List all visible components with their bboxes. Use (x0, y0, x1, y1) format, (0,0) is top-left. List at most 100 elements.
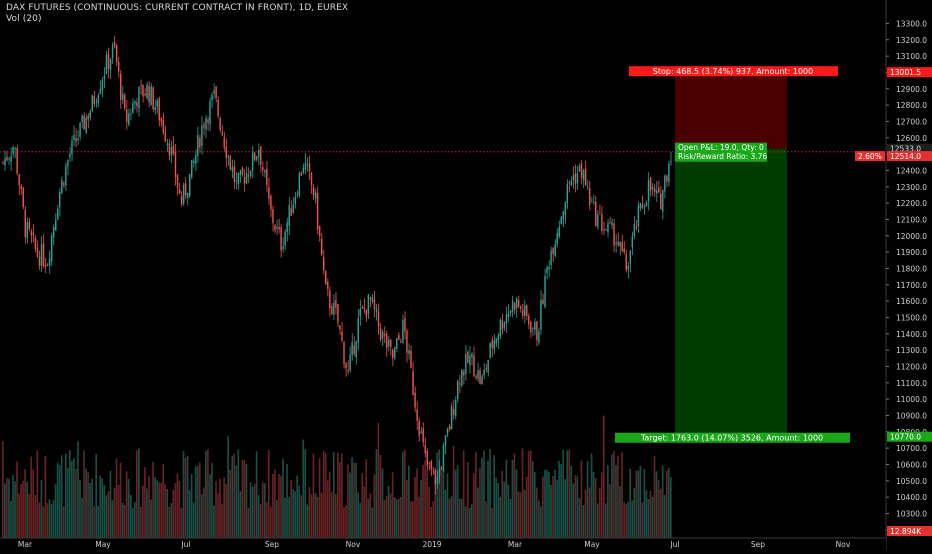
candle-body (229, 155, 232, 170)
candle-body (645, 202, 648, 207)
volume-bar (142, 485, 144, 538)
price-tick-label: 10700.0 (896, 444, 927, 453)
candle-body (526, 305, 528, 317)
candle-body (180, 196, 183, 205)
volume-bar (507, 484, 510, 538)
volume-bar (109, 470, 112, 538)
volume-bar (558, 460, 560, 538)
volume-bar (14, 481, 16, 538)
candle-body (436, 476, 439, 484)
price-axis[interactable] (886, 0, 932, 550)
stop-label[interactable]: Stop: 468.5 (3.74%) 937, Amount: 1000 (629, 66, 838, 77)
volume-bar (113, 487, 116, 538)
time-tick-label: May (584, 540, 600, 549)
volume-bar (127, 479, 130, 538)
candle-body (294, 197, 296, 204)
candle-body (580, 163, 583, 179)
volume-bar (211, 462, 213, 538)
candle-body (430, 461, 433, 470)
time-tick-label: Nov (346, 540, 361, 549)
volume-bar (77, 441, 79, 538)
volume-bar (365, 459, 368, 538)
volume-bar (125, 471, 128, 538)
candle-body (635, 226, 638, 229)
volume-bar (404, 449, 406, 538)
volume-bar (64, 453, 67, 538)
candle-body (225, 147, 227, 159)
profit-target-zone[interactable] (675, 148, 787, 437)
volume-bar (339, 461, 341, 538)
candle-body (201, 125, 203, 146)
candle-body (641, 204, 644, 208)
volume-bar (452, 445, 455, 538)
candle-body (154, 107, 156, 111)
candle-body (629, 250, 631, 264)
volume-bar (609, 484, 611, 538)
volume-bar (521, 448, 524, 538)
candle-body (532, 328, 534, 330)
candle-body (593, 202, 595, 204)
candle-body (59, 191, 61, 208)
symbol-title[interactable]: DAX FUTURES (CONTINUOUS: CURRENT CONTRAC… (6, 3, 349, 13)
volume-bar (170, 502, 173, 538)
candles (2, 36, 672, 495)
volume-bar (267, 449, 270, 538)
candle-body (243, 177, 246, 184)
candle-body (617, 242, 619, 246)
volume-bar (288, 497, 290, 538)
volume-bar (322, 450, 325, 538)
volume-bar (144, 467, 146, 538)
volume-bar (18, 493, 20, 538)
volume-bar (623, 502, 625, 538)
stop-price-tag-box (887, 67, 932, 78)
candle-body (300, 172, 303, 176)
candle-body (578, 165, 581, 172)
candle-body (668, 163, 670, 183)
volume-bar (527, 451, 530, 538)
candle-body (544, 275, 546, 308)
stop-label-box[interactable] (629, 66, 838, 77)
candle-body (442, 445, 445, 472)
volume-bar (308, 487, 311, 538)
volume-bar (462, 450, 465, 538)
price-tick-label: 10400.0 (896, 493, 927, 502)
candle-body (664, 176, 666, 192)
candle-body (73, 135, 75, 141)
stop-loss-zone[interactable] (675, 72, 787, 149)
candle-body (603, 229, 605, 231)
candle-body (588, 188, 591, 205)
volume-bar (663, 495, 666, 538)
volume-bar (592, 471, 595, 538)
volume-indicator-label[interactable]: Vol (20) (6, 14, 42, 24)
candle-body (119, 73, 122, 100)
target-label-box[interactable] (615, 432, 850, 443)
volume-bar (8, 478, 10, 538)
volume-bar (568, 449, 571, 538)
volume-bar (584, 489, 587, 538)
candle-body (6, 157, 8, 161)
target-label[interactable]: Target: 1763.0 (14.07%) 3526, Amount: 10… (615, 432, 850, 443)
volume-bar (235, 465, 238, 538)
volume-bar (89, 482, 91, 538)
volume-bar (302, 439, 305, 538)
time-axis[interactable] (0, 538, 886, 550)
candle-body (327, 281, 329, 289)
candle-body (647, 180, 650, 202)
volume-bar (538, 500, 540, 538)
volume-bar (631, 500, 634, 538)
candle-body (160, 117, 162, 122)
volume-bar (66, 468, 69, 538)
candle-body (655, 190, 658, 194)
volume-bar (207, 448, 209, 538)
candle-body (213, 90, 215, 94)
candle-body (85, 117, 87, 133)
open-pnl-box[interactable] (675, 142, 767, 162)
candle-body (345, 362, 347, 369)
candle-body (465, 354, 467, 374)
volume-bar (164, 484, 167, 538)
volume-bar (136, 450, 138, 538)
candle-body (115, 44, 118, 63)
